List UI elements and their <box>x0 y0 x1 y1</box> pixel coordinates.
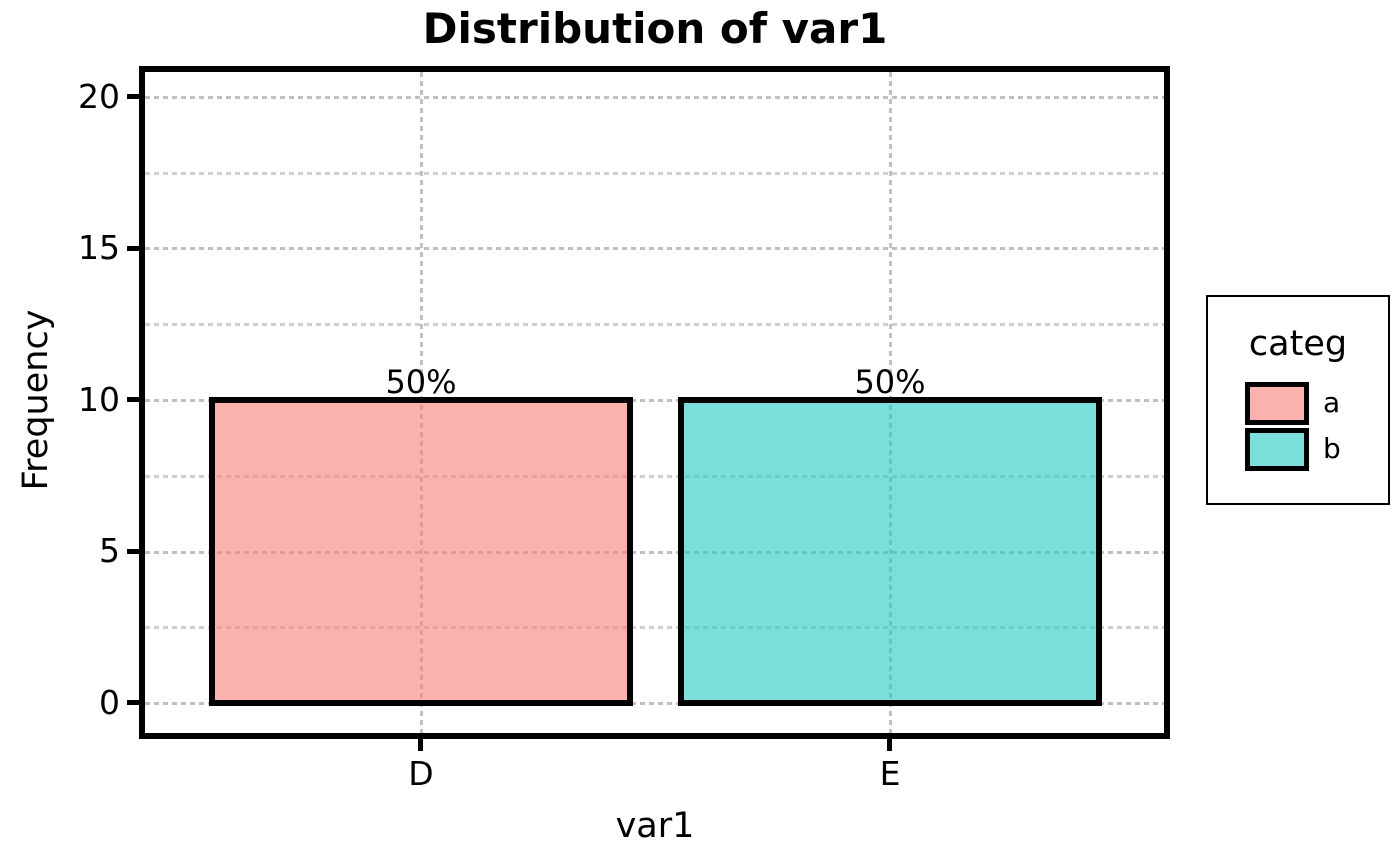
y-tick-mark-0 <box>127 700 139 705</box>
gridline-y-0 <box>145 702 1164 705</box>
gridline-y-20 <box>145 96 1164 99</box>
gridline-y-2-5 <box>145 626 1164 629</box>
gridline-y-10 <box>145 399 1164 402</box>
y-tick-label-10: 10 <box>78 380 120 419</box>
y-tick-label-0: 0 <box>99 683 120 722</box>
x-tick-label-D: D <box>408 754 434 793</box>
y-tick-mark-15 <box>127 246 139 251</box>
legend-swatch-a <box>1245 382 1309 425</box>
y-tick-mark-20 <box>127 94 139 99</box>
gridline-y-17-5 <box>145 172 1164 175</box>
y-tick-label-5: 5 <box>99 531 120 570</box>
gridline-y-7-5 <box>145 475 1164 478</box>
bar-value-label-E: 50% <box>854 363 926 401</box>
gridline-y-15 <box>145 247 1164 250</box>
y-tick-mark-5 <box>127 549 139 554</box>
legend-title: categ <box>1248 324 1348 364</box>
gridline-y-5 <box>145 551 1164 554</box>
y-tick-label-20: 20 <box>78 77 120 116</box>
plot-panel: 50% 50% <box>139 66 1170 739</box>
x-tick-label-E: E <box>879 754 901 793</box>
chart-title: Distribution of var1 <box>422 4 888 53</box>
bar-E-series-b <box>678 397 1102 706</box>
y-tick-label-15: 15 <box>78 228 120 267</box>
x-tick-mark-E <box>887 739 892 751</box>
gridline-y-12-5 <box>145 323 1164 326</box>
x-axis-title: var1 <box>615 806 695 846</box>
x-tick-mark-D <box>418 739 423 751</box>
legend-swatch-b <box>1245 428 1309 471</box>
legend-label-a: a <box>1323 386 1341 419</box>
bar-D-series-a <box>209 397 633 706</box>
bar-value-label-D: 50% <box>385 363 457 401</box>
legend-label-b: b <box>1323 432 1341 465</box>
y-tick-mark-10 <box>127 397 139 402</box>
legend: categ a b <box>1206 295 1390 505</box>
